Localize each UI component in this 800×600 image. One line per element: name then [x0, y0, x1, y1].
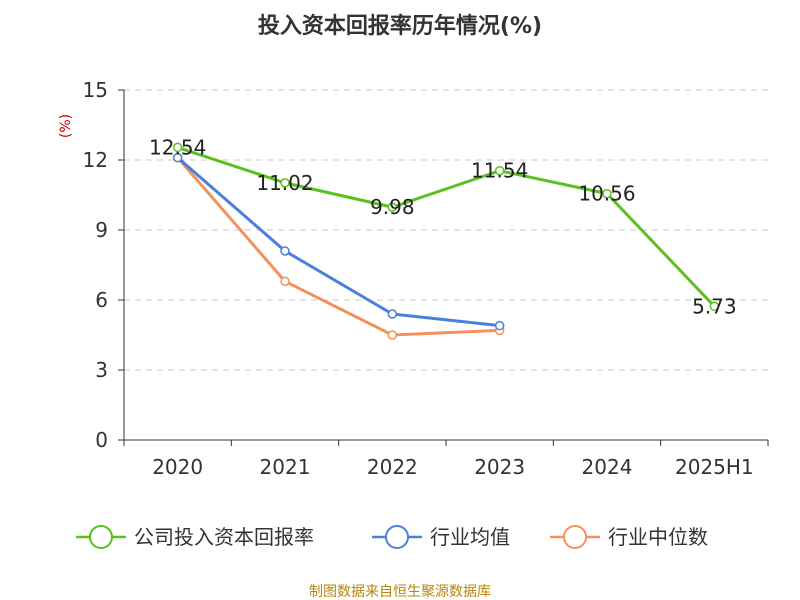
data-label: 9.98: [370, 195, 415, 219]
y-tick-label: 3: [95, 358, 108, 382]
data-point: [280, 246, 290, 256]
axes: 0 3 6 9 12 15 2020 2021 2022 2023 2024 2025H1: [83, 78, 769, 479]
x-tick-label: 2022: [367, 455, 418, 479]
data-point: [494, 320, 505, 331]
legend-label: 行业均值: [430, 525, 510, 549]
data-label: 10.56: [578, 182, 635, 206]
y-tick-label: 9: [95, 218, 108, 242]
series-lines: [172, 142, 720, 340]
y-axis-label: (%): [58, 114, 74, 138]
legend: 公司投入资本回报率 行业均值 行业中位数: [76, 525, 708, 549]
data-point: [280, 276, 290, 287]
y-tick-label: 15: [83, 78, 108, 102]
data-label: 11.54: [471, 159, 528, 183]
legend-marker: [563, 525, 587, 549]
y-tick-label: 0: [95, 428, 108, 452]
x-tick-label: 2023: [474, 455, 525, 479]
data-label: 12.54: [149, 135, 206, 159]
data-label: 11.02: [256, 171, 313, 195]
data-point: [494, 165, 505, 176]
data-point: [172, 152, 183, 163]
series-line: [177, 145, 716, 308]
data-point: [387, 202, 398, 212]
x-tick-label: 2025H1: [675, 455, 754, 479]
y-tick-label: 12: [83, 148, 108, 172]
series-line: [176, 156, 500, 337]
series-0: [172, 142, 720, 312]
chart-title: 投入资本回报率历年情况(%): [258, 13, 542, 39]
legend-item: 公司投入资本回报率: [76, 525, 314, 549]
x-tick-label: 2021: [260, 455, 311, 479]
data-label: 5.73: [692, 294, 737, 318]
x-tick-label: 2024: [582, 455, 633, 479]
x-tick-label: 2020: [152, 455, 203, 479]
data-point: [709, 301, 720, 312]
legend-marker: [89, 525, 113, 549]
legend-label: 行业中位数: [608, 525, 708, 549]
data-point: [602, 188, 612, 199]
data-point: [280, 178, 290, 188]
data-point: [172, 142, 183, 153]
legend-marker: [385, 525, 409, 549]
legend-item: 行业均值: [372, 525, 510, 549]
data-point: [387, 309, 398, 319]
series-line: [176, 156, 500, 328]
data-labels: 12.54 11.02 9.98 11.54 10.56 5.73: [149, 135, 737, 318]
source-note: 制图数据来自恒生聚源数据库: [309, 584, 491, 600]
series-2: [172, 152, 505, 340]
legend-label: 公司投入资本回报率: [134, 525, 314, 549]
data-point: [387, 330, 398, 340]
series-1: [172, 152, 505, 331]
gridlines: [124, 89, 768, 371]
y-tick-label: 6: [95, 288, 108, 312]
legend-item: 行业中位数: [550, 525, 708, 549]
